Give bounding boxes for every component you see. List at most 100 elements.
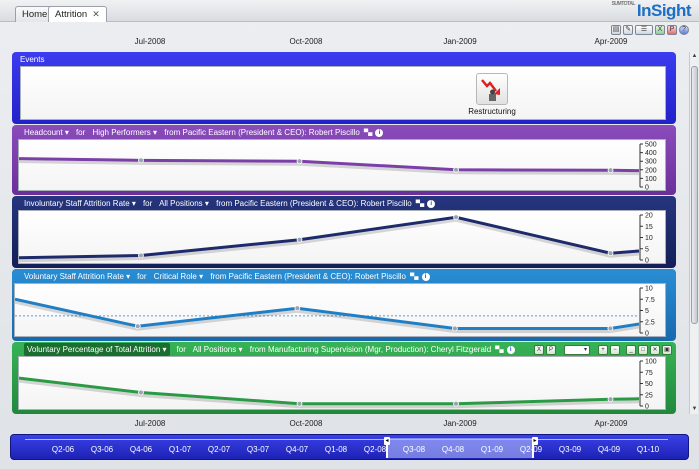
- tab-bar: Home Attrition ✕ SUMTOTAL InSight: [0, 0, 699, 22]
- from-label: from Pacific Eastern (President & CEO): …: [164, 128, 360, 138]
- involuntary-panel: Involuntary Staff Attrition Rate ▾ for Al…: [12, 196, 676, 268]
- timeline-quarter: Q3-09: [558, 445, 582, 454]
- metric-label: Headcount: [24, 128, 63, 138]
- help-icon[interactable]: ?: [679, 25, 689, 35]
- y-tick-label: 100: [645, 359, 657, 366]
- events-panel: Events Restructuring: [12, 52, 676, 124]
- series-shadow: [14, 300, 640, 333]
- from-label: from Pacific Eastern (President & CEO): …: [216, 199, 412, 209]
- vertical-scrollbar[interactable]: ▲ ▼: [689, 52, 698, 414]
- axis-label: Oct-2008: [289, 419, 323, 428]
- for-label: for: [75, 128, 86, 138]
- data-point: [134, 323, 141, 330]
- series-shadow: [18, 160, 640, 176]
- panel-buttons: X P ▾ + − _ □ ✕ ▣: [534, 345, 672, 355]
- info-icon[interactable]: i: [421, 273, 430, 281]
- series-line: [14, 297, 640, 330]
- axis-label: Jul-2008: [134, 419, 166, 428]
- y-tick-label: 400: [645, 150, 657, 157]
- y-tick-label: 0: [645, 258, 649, 264]
- zoom-in-icon[interactable]: +: [598, 345, 608, 355]
- scroll-up-icon[interactable]: ▲: [691, 53, 698, 59]
- volpct-panel: Voluntary Percentage of Total Attrition …: [12, 342, 676, 414]
- scroll-thumb[interactable]: [691, 66, 698, 324]
- info-icon[interactable]: i: [506, 346, 515, 354]
- from-label: from Manufacturing Supervision (Mgr, Pro…: [249, 345, 492, 355]
- metric-dropdown[interactable]: Involuntary Staff Attrition Rate ▾: [24, 199, 136, 209]
- filter-dropdown[interactable]: All Positions ▾: [192, 345, 243, 355]
- chart-icon[interactable]: ▤: [611, 25, 621, 35]
- restructuring-icon[interactable]: [476, 73, 508, 105]
- filter-dropdown[interactable]: All Positions ▾: [159, 199, 209, 209]
- metric-dropdown[interactable]: Headcount ▾: [24, 128, 69, 138]
- scroll-down-icon[interactable]: ▼: [691, 406, 698, 412]
- involuntary-chart: 20 15 10 5 0: [18, 213, 653, 265]
- layout-icon[interactable]: ☰: [635, 25, 653, 35]
- y-tick-label: 5: [645, 308, 649, 315]
- series-line: [18, 376, 640, 406]
- data-point: [607, 325, 614, 332]
- metric-label: Voluntary Percentage of Total Attrition: [27, 345, 161, 355]
- timeline-quarter: Q3-06: [90, 445, 114, 454]
- info-icon[interactable]: i: [427, 200, 436, 208]
- metric-dropdown[interactable]: Voluntary Staff Attrition Rate ▾: [24, 272, 131, 282]
- voluntary-panel: Voluntary Staff Attrition Rate ▾ for Crit…: [12, 269, 676, 341]
- filter-dropdown[interactable]: High Performers ▾: [92, 128, 158, 138]
- range-start-handle[interactable]: ◂: [384, 437, 390, 445]
- hierarchy-icon[interactable]: ▀▄: [415, 201, 425, 207]
- chart-type-select[interactable]: ▾: [564, 345, 590, 355]
- maximize-icon[interactable]: □: [638, 345, 648, 355]
- from-label: from Pacific Eastern (President & CEO): …: [210, 272, 406, 282]
- axis-label: Oct-2008: [289, 37, 323, 46]
- excel-icon[interactable]: X: [655, 25, 665, 35]
- data-point: [451, 325, 458, 332]
- pdf-icon[interactable]: P: [667, 25, 677, 35]
- edit-icon[interactable]: ✎: [623, 25, 633, 35]
- data-point: [453, 214, 459, 221]
- hierarchy-icon[interactable]: ▀▄: [409, 274, 419, 280]
- data-point: [453, 400, 459, 407]
- time-axis-bottom: Jul-2008 Oct-2008 Jan-2009 Apr-2009: [12, 419, 676, 431]
- panel-header: Headcount ▾ for High Performers ▾ from Pa…: [12, 125, 676, 141]
- filter-dropdown[interactable]: Critical Role ▾: [153, 272, 204, 282]
- filter-label: Critical Role: [153, 272, 197, 282]
- timeline-quarter: Q3-08: [402, 445, 426, 454]
- tab-attrition[interactable]: Attrition ✕: [48, 6, 107, 22]
- info-icon[interactable]: i: [375, 129, 384, 137]
- panel-header: Voluntary Staff Attrition Rate ▾ for Crit…: [12, 269, 676, 285]
- pdf-icon[interactable]: P: [546, 345, 556, 355]
- lock-icon[interactable]: ▣: [662, 345, 672, 355]
- panel-header: Involuntary Staff Attrition Rate ▾ for Al…: [12, 196, 676, 212]
- minimize-icon[interactable]: _: [626, 345, 636, 355]
- chart-area: 10 7.5 5 2.5 0: [14, 283, 666, 338]
- y-tick-label: 0: [645, 331, 649, 337]
- y-tick-label: 2.5: [645, 319, 655, 326]
- y-tick-label: 50: [645, 381, 653, 388]
- tab-home-label: Home: [22, 9, 48, 20]
- y-tick-label: 500: [645, 142, 657, 149]
- tab-attrition-label: Attrition: [55, 9, 88, 20]
- metric-label: Involuntary Staff Attrition Rate: [24, 199, 130, 209]
- metric-label: Voluntary Staff Attrition Rate: [24, 272, 124, 282]
- close-icon[interactable]: ✕: [92, 9, 100, 19]
- hierarchy-icon[interactable]: ▀▄: [363, 130, 373, 136]
- range-end-handle[interactable]: ▸: [532, 437, 538, 445]
- for-label: for: [176, 345, 186, 355]
- timeline-slider[interactable]: ◂ ▸ Q2-06 Q3-06 Q4-06 Q1-07 Q2-07 Q3-07 Q4-07 Q…: [10, 434, 689, 460]
- y-tick-label: 5: [645, 246, 649, 253]
- timeline-quarter: Q4-06: [129, 445, 153, 454]
- data-point: [296, 400, 303, 407]
- timeline-quarter: Q1-10: [636, 445, 660, 454]
- timeline-selection[interactable]: [386, 438, 534, 458]
- data-point: [138, 252, 144, 259]
- timeline-quarter: Q1-07: [168, 445, 192, 454]
- close-panel-icon[interactable]: ✕: [650, 345, 660, 355]
- excel-icon[interactable]: X: [534, 345, 544, 355]
- metric-dropdown[interactable]: Voluntary Percentage of Total Attrition …: [24, 343, 170, 357]
- logo-text: InSight: [636, 1, 692, 20]
- axis-label: Jul-2008: [134, 37, 166, 46]
- y-tick-label: 300: [645, 159, 657, 166]
- hierarchy-icon[interactable]: ▀▄: [495, 347, 504, 353]
- zoom-out-icon[interactable]: −: [610, 345, 620, 355]
